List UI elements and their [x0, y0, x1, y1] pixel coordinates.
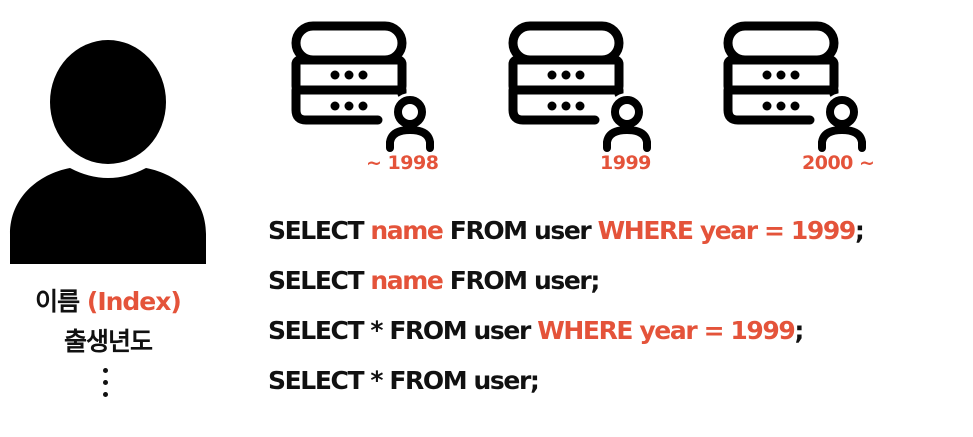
attribute-name: 이름 (Index) [0, 282, 216, 322]
attribute-birth-year: 출생년도 [0, 322, 216, 362]
ellipsis-dot [102, 392, 108, 397]
query-list: SELECT name FROM user WHERE year = 1999;… [268, 206, 865, 406]
query-highlight: WHERE year = 1999 [537, 316, 796, 345]
query-text: SELECT [268, 266, 371, 295]
attribute-name-label: 이름 [35, 287, 80, 316]
query-highlight: WHERE year = 1999 [597, 216, 857, 245]
query-highlight: name [370, 266, 443, 295]
db-label-1999: 1999 [600, 152, 651, 174]
index-tag: (Index) [86, 287, 182, 316]
query-text: SELECT [268, 216, 371, 245]
query-text: SELECT * FROM user; [268, 366, 540, 395]
query-line: SELECT * FROM user; [268, 356, 863, 406]
query-text: FROM user [442, 216, 598, 245]
query-highlight: name [370, 216, 443, 245]
database-user-icon [508, 21, 654, 155]
database-user-icon [723, 21, 869, 155]
query-line: SELECT * FROM user WHERE year = 1999; [268, 306, 863, 356]
db-label-2000: 2000 ~ [802, 152, 875, 174]
ellipsis-dot [102, 368, 108, 373]
attribute-birth-year-label: 출생년도 [63, 327, 153, 356]
query-text: SELECT * FROM user [268, 316, 538, 345]
query-text: FROM user; [442, 266, 601, 295]
database-user-icon [291, 21, 437, 155]
query-text: ; [854, 216, 865, 245]
query-text: ; [794, 316, 804, 345]
attribute-list: 이름 (Index) 출생년도 [0, 282, 216, 362]
query-line: SELECT name FROM user WHERE year = 1999; [268, 206, 865, 256]
more-attributes-ellipsis [100, 368, 110, 408]
ellipsis-dot [102, 380, 108, 385]
person-silhouette-icon [10, 40, 206, 264]
db-label-1998: ~ 1998 [366, 152, 439, 174]
query-line: SELECT name FROM user; [268, 256, 863, 306]
